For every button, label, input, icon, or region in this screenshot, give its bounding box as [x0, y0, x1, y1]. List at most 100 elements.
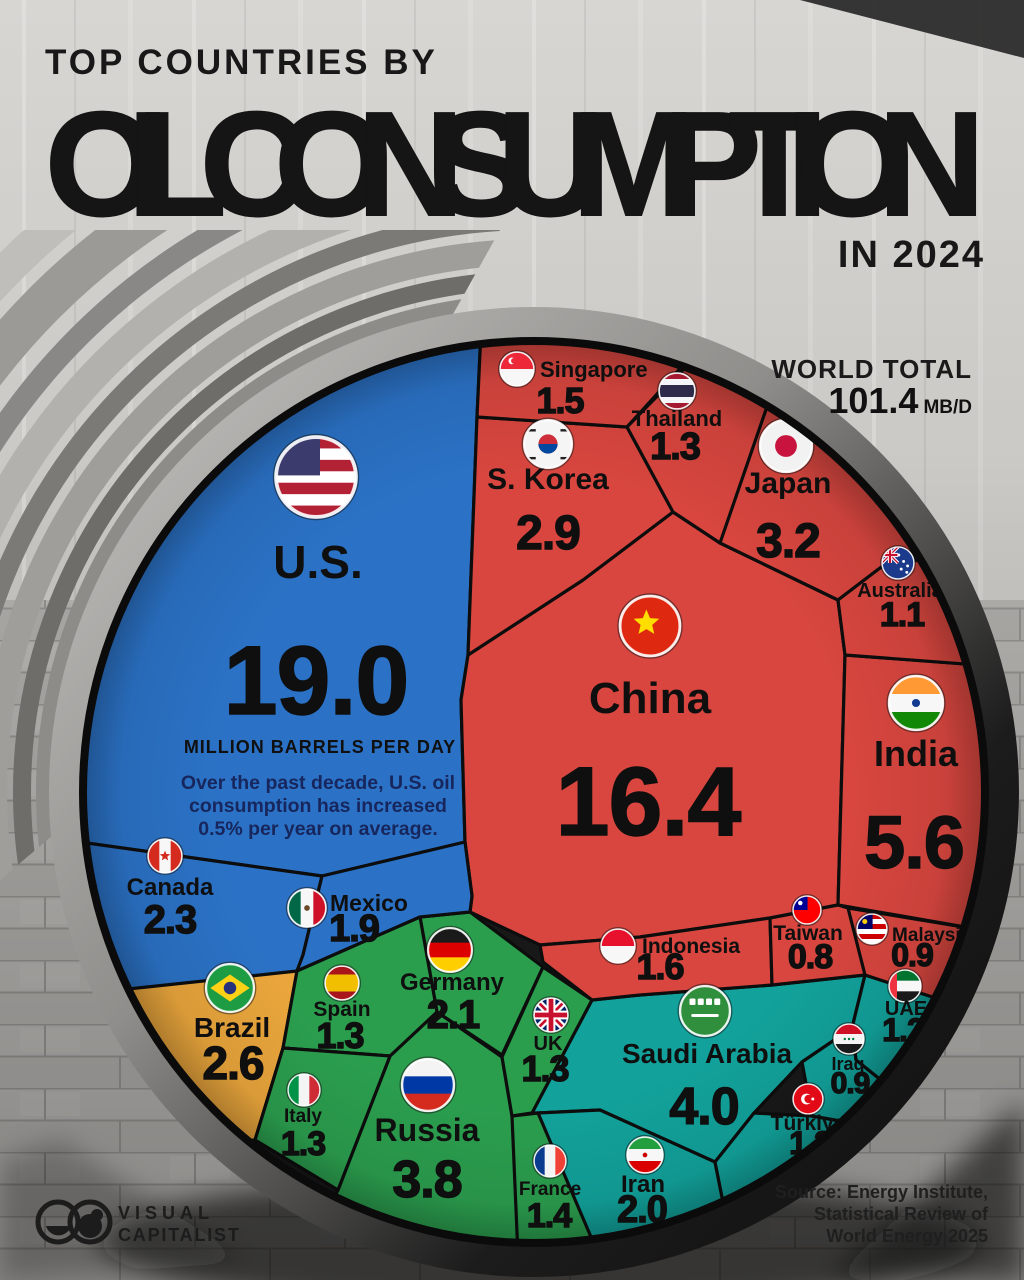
- country-name: S. Korea: [487, 463, 609, 496]
- germany-flag-icon: [425, 925, 475, 975]
- us-flag-icon: [272, 433, 360, 521]
- top-right-shadow: [800, 0, 1024, 58]
- country-name: UK: [534, 1033, 563, 1055]
- title-main: OIL CONSUMPTION: [45, 82, 985, 247]
- russia-flag-icon: [399, 1056, 457, 1114]
- turkiye-flag-icon: [791, 1081, 826, 1116]
- thailand-flag-icon: [656, 370, 698, 412]
- indonesia-flag-icon: [598, 926, 638, 966]
- country-value: 3.8: [392, 1151, 461, 1209]
- country-name: Japan: [745, 467, 832, 500]
- world-total-number: 101.4: [828, 380, 918, 421]
- country-name: Brazil: [194, 1012, 270, 1043]
- country-name: Iraq: [831, 1054, 864, 1074]
- skorea-flag-icon: [521, 417, 575, 471]
- world-total-label: WORLD TOTAL: [771, 354, 972, 384]
- country-value: 1.1: [880, 596, 924, 634]
- uae-flag-icon: [887, 968, 924, 1005]
- country-value: 1.6: [636, 946, 683, 987]
- country-name: Spain: [313, 998, 370, 1021]
- australia-flag-icon: [880, 545, 917, 582]
- country-name: India: [874, 733, 959, 774]
- iraq-flag-icon: [832, 1022, 867, 1057]
- country-name: Saudi Arabia: [622, 1038, 793, 1069]
- world-total-unit: MB/D: [923, 397, 972, 418]
- canada-flag-icon: [145, 836, 185, 876]
- country-name: Russia: [375, 1112, 480, 1148]
- india-flag-icon: [886, 673, 946, 733]
- country-value: 0.9: [831, 1067, 870, 1100]
- source-line-2: Statistical Review of: [814, 1204, 989, 1224]
- title-kicker: TOP COUNTRIES BY: [45, 43, 438, 82]
- france-flag-icon: [532, 1142, 569, 1179]
- logo-text-visual: VISUAL: [118, 1203, 214, 1223]
- country-value: 4.0: [669, 1078, 738, 1136]
- logo-text-capitalist: CAPITALIST: [118, 1225, 241, 1245]
- country-value: 0.8: [788, 938, 832, 976]
- country-name: Canada: [127, 874, 214, 901]
- logo-binoculars-icon: [35, 1199, 113, 1245]
- country-value: 1.3: [316, 1015, 363, 1056]
- taiwan-flag-icon: [791, 894, 824, 927]
- source-line-3: World Energy 2025: [826, 1226, 988, 1246]
- country-name: China: [589, 674, 712, 723]
- label-china: China 16.4: [555, 593, 743, 857]
- us-note-line: Over the past decade, U.S. oil: [181, 772, 455, 794]
- country-value: 2.3: [144, 898, 197, 942]
- country-name: U.S.: [273, 536, 362, 588]
- china-flag-icon: [617, 593, 683, 659]
- country-name: UAE: [885, 998, 927, 1020]
- country-value: 1.9: [329, 908, 379, 950]
- uk-flag-icon: [531, 995, 571, 1035]
- country-value: 1.4: [527, 1197, 572, 1235]
- country-value: 0.9: [891, 937, 933, 973]
- brazil-flag-icon: [203, 961, 257, 1015]
- label-japan: Japan 3.2: [745, 417, 832, 569]
- country-value: 2.1: [427, 993, 480, 1037]
- mexico-flag-icon: [285, 886, 329, 930]
- country-value: 1.5: [536, 380, 584, 421]
- barrel-side-rings: [0, 230, 500, 880]
- country-name: France: [519, 1179, 581, 1200]
- label-saudi: Saudi Arabia 4.0: [622, 983, 793, 1137]
- country-name: Türkiye: [771, 1112, 846, 1135]
- saudi-flag-icon: [677, 983, 733, 1039]
- us-unit-label: MILLION BARRELS PER DAY: [184, 737, 456, 757]
- country-value: 1.3: [521, 1048, 568, 1089]
- iran-flag-icon: [624, 1134, 666, 1176]
- country-name: Malaysia: [892, 925, 972, 946]
- singapore-flag-icon: [497, 349, 537, 389]
- vc-logo: VISUAL CAPITALIST: [35, 1199, 241, 1245]
- country-name: Singapore: [540, 357, 648, 382]
- country-name: Australia: [857, 580, 943, 602]
- country-name: Mexico: [330, 890, 408, 916]
- italy-flag-icon: [286, 1071, 323, 1108]
- world-total-value: 101.4 MB/D: [828, 380, 972, 421]
- country-value: 19.0: [224, 626, 409, 735]
- country-value: 3.2: [756, 515, 820, 568]
- us-note-line: 0.5% per year on average.: [198, 818, 438, 840]
- country-name: Italy: [284, 1106, 322, 1127]
- country-name: Taiwan: [773, 922, 843, 945]
- country-name: Iran: [621, 1171, 665, 1198]
- country-name: Thailand: [632, 406, 722, 431]
- treemap-border: [79, 337, 989, 1247]
- country-value: 16.4: [556, 747, 742, 856]
